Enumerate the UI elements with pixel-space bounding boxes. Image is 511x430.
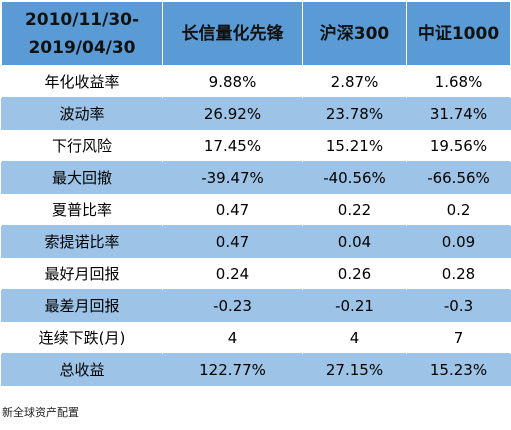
cell-csi300: 27.15% [302, 353, 407, 386]
header-csi300: 沪深300 [302, 1, 407, 66]
cell-fund: 0.47 [162, 225, 303, 258]
row-metric: 最差月回报 [1, 289, 163, 322]
cell-csi1000: 15.23% [406, 353, 511, 386]
cell-fund: 0.47 [162, 193, 303, 226]
period-start: 2010/11/30- [24, 9, 140, 30]
table-row: 下行风险 17.45% 15.21% 19.56% [1, 129, 511, 162]
table-row: 年化收益率 9.88% 2.87% 1.68% [1, 65, 511, 98]
row-metric: 波动率 [1, 97, 163, 130]
cell-csi300: 4 [302, 321, 407, 354]
cell-csi1000: 0.09 [406, 225, 511, 258]
cell-csi300: 15.21% [302, 129, 407, 162]
cell-csi1000: 0.28 [406, 257, 511, 290]
cell-csi300: 0.26 [302, 257, 407, 290]
header-csi1000: 中证1000 [406, 1, 511, 66]
period-end: 2019/04/30 [28, 37, 136, 58]
row-metric: 最大回撤 [1, 161, 163, 194]
cell-csi1000: 1.68% [406, 65, 511, 98]
table-row: 最好月回报 0.24 0.26 0.28 [1, 257, 511, 290]
row-metric: 夏普比率 [1, 193, 163, 226]
row-metric: 连续下跌(月) [1, 321, 163, 354]
cell-fund: -39.47% [162, 161, 303, 194]
cell-fund: -0.23 [162, 289, 303, 322]
cell-fund: 0.24 [162, 257, 303, 290]
table-row: 最大回撤 -39.47% -40.56% -66.56% [1, 161, 511, 194]
cell-fund: 26.92% [162, 97, 303, 130]
cell-csi1000: 19.56% [406, 129, 511, 162]
row-metric: 总收益 [1, 353, 163, 386]
cell-csi1000: 0.2 [406, 193, 511, 226]
row-metric: 索提诺比率 [1, 225, 163, 258]
cell-csi300: 0.04 [302, 225, 407, 258]
source-note: 新全球资产配置 [2, 406, 79, 419]
row-metric: 最好月回报 [1, 257, 163, 290]
cell-csi300: -40.56% [302, 161, 407, 194]
table-row: 索提诺比率 0.47 0.04 0.09 [1, 225, 511, 258]
cell-csi1000: -0.3 [406, 289, 511, 322]
header-fund: 长信量化先锋 [162, 1, 303, 66]
performance-table: 2010/11/30- 2019/04/30 长信量化先锋 沪深300 中证10… [1, 1, 511, 386]
table-row: 连续下跌(月) 4 4 7 [1, 321, 511, 354]
table-header-row: 2010/11/30- 2019/04/30 长信量化先锋 沪深300 中证10… [1, 1, 511, 66]
table-row: 波动率 26.92% 23.78% 31.74% [1, 97, 511, 130]
cell-fund: 4 [162, 321, 303, 354]
cell-csi1000: 7 [406, 321, 511, 354]
cell-fund: 17.45% [162, 129, 303, 162]
cell-csi1000: -66.56% [406, 161, 511, 194]
table-row: 夏普比率 0.47 0.22 0.2 [1, 193, 511, 226]
cell-fund: 122.77% [162, 353, 303, 386]
table-row: 总收益 122.77% 27.15% 15.23% [1, 353, 511, 386]
cell-csi300: 2.87% [302, 65, 407, 98]
row-metric: 下行风险 [1, 129, 163, 162]
row-metric: 年化收益率 [1, 65, 163, 98]
cell-csi300: -0.21 [302, 289, 407, 322]
header-period: 2010/11/30- 2019/04/30 [1, 1, 163, 66]
performance-table-container: 2010/11/30- 2019/04/30 长信量化先锋 沪深300 中证10… [1, 1, 511, 386]
cell-csi1000: 31.74% [406, 97, 511, 130]
table-row: 最差月回报 -0.23 -0.21 -0.3 [1, 289, 511, 322]
cell-csi300: 0.22 [302, 193, 407, 226]
cell-fund: 9.88% [162, 65, 303, 98]
cell-csi300: 23.78% [302, 97, 407, 130]
